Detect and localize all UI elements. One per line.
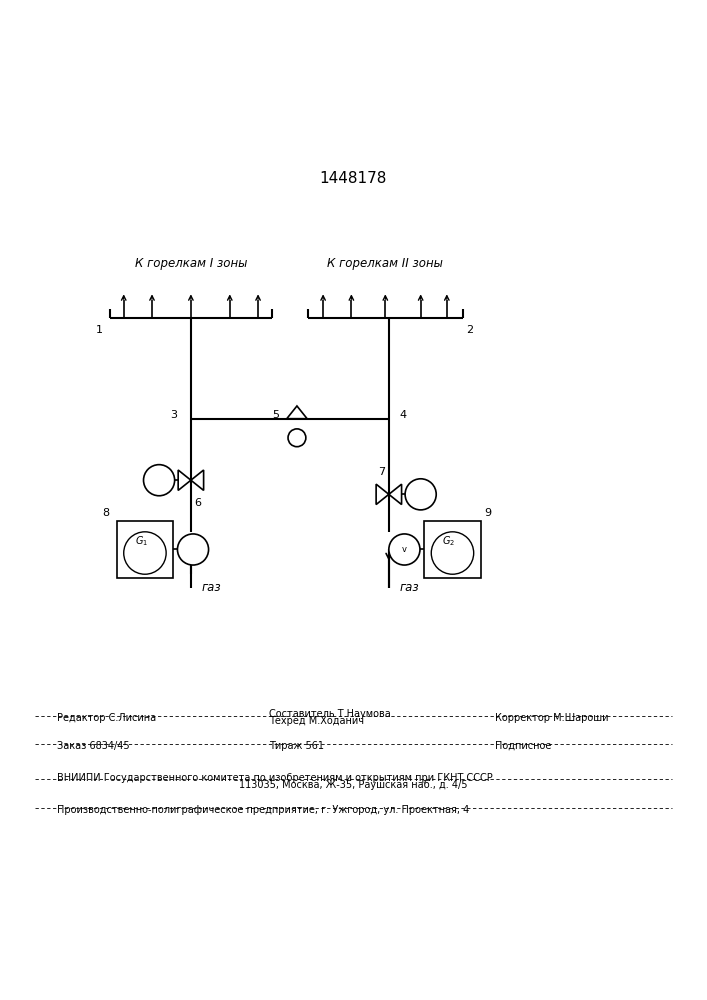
Circle shape xyxy=(405,479,436,510)
Text: 5: 5 xyxy=(272,410,279,420)
Text: Корректор М.Шароши: Корректор М.Шароши xyxy=(495,713,609,723)
Text: 7: 7 xyxy=(378,467,385,477)
Text: Составитель Т.Наумова: Составитель Т.Наумова xyxy=(269,709,390,719)
Text: Редактор С.Лисина: Редактор С.Лисина xyxy=(57,713,156,723)
Text: $G_2$: $G_2$ xyxy=(443,534,455,548)
Text: 6: 6 xyxy=(194,498,201,508)
Text: Заказ 6834/45: Заказ 6834/45 xyxy=(57,741,129,751)
Text: Тираж 561: Тираж 561 xyxy=(269,741,324,751)
Text: v: v xyxy=(402,545,407,554)
Text: 9: 9 xyxy=(484,508,491,518)
Circle shape xyxy=(389,534,420,565)
Text: К горелкам II зоны: К горелкам II зоны xyxy=(327,257,443,270)
Text: ВНИИПИ Государственного комитета по изобретениям и открытиям при ГКНТ СССР: ВНИИПИ Государственного комитета по изоб… xyxy=(57,773,492,783)
Text: К горелкам I зоны: К горелкам I зоны xyxy=(135,257,247,270)
Text: 1448178: 1448178 xyxy=(320,171,387,186)
Text: Производственно-полиграфическое предприятие, г. Ужгород, ул. Проектная, 4: Производственно-полиграфическое предприя… xyxy=(57,805,469,815)
Circle shape xyxy=(288,429,306,447)
Text: Техред М.Ходанич: Техред М.Ходанич xyxy=(269,716,363,726)
Text: газ: газ xyxy=(201,581,221,594)
Circle shape xyxy=(431,532,474,574)
Circle shape xyxy=(177,534,209,565)
Text: 4: 4 xyxy=(399,410,407,420)
Circle shape xyxy=(124,532,166,574)
Text: 8: 8 xyxy=(103,508,110,518)
Bar xyxy=(424,521,481,578)
Text: Подписное: Подписное xyxy=(495,741,551,751)
Text: 2: 2 xyxy=(467,325,474,335)
Text: 1: 1 xyxy=(95,325,103,335)
Bar xyxy=(117,521,173,578)
Text: 3: 3 xyxy=(170,410,177,420)
Text: $G_1$: $G_1$ xyxy=(135,534,148,548)
Circle shape xyxy=(144,465,175,496)
Text: газ: газ xyxy=(399,581,419,594)
Text: 113035, Москва, Ж-35, Раушская наб., д. 4/5: 113035, Москва, Ж-35, Раушская наб., д. … xyxy=(239,780,468,790)
